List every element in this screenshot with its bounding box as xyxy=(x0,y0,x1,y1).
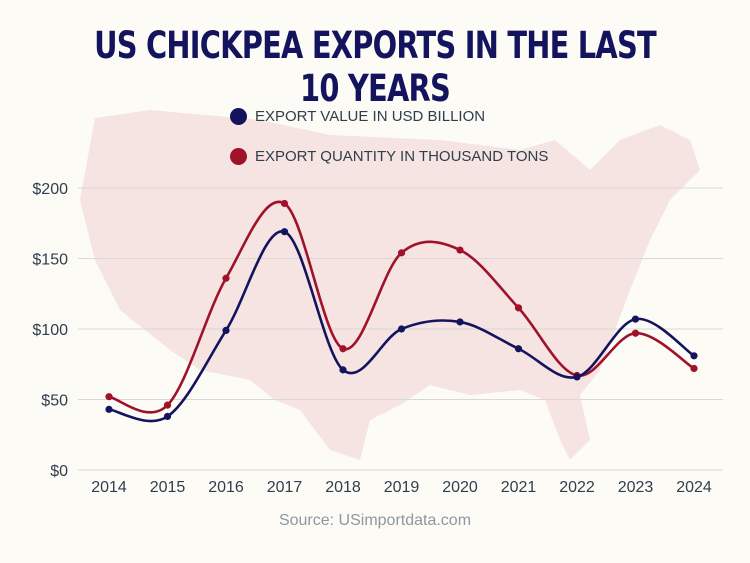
data-point xyxy=(105,393,113,401)
x-tick-label: 2018 xyxy=(325,479,361,496)
data-point xyxy=(222,274,230,282)
x-tick-label: 2021 xyxy=(501,479,537,496)
data-point xyxy=(690,352,698,360)
data-point xyxy=(397,325,406,333)
data-point xyxy=(514,345,523,353)
data-point xyxy=(163,412,172,421)
data-point xyxy=(397,249,406,257)
x-tick-label: 2017 xyxy=(267,479,303,496)
data-point xyxy=(280,199,289,208)
x-tick-label: 2015 xyxy=(150,479,186,496)
data-point xyxy=(690,364,698,373)
y-tick-label: $0 xyxy=(50,463,68,480)
data-point xyxy=(456,318,464,326)
data-point xyxy=(105,405,113,413)
data-point xyxy=(163,401,172,409)
legend-label-value: EXPORT VALUE IN USD BILLION xyxy=(255,108,486,125)
data-point xyxy=(222,326,230,335)
data-point xyxy=(339,366,347,374)
source-note: Source: USimportdata.com xyxy=(278,512,472,529)
x-tick-label: 2024 xyxy=(676,479,712,496)
y-tick-label: $100 xyxy=(32,322,68,339)
data-point xyxy=(280,228,289,236)
series-line-0 xyxy=(108,230,695,423)
data-point xyxy=(573,373,581,381)
data-point xyxy=(456,246,464,254)
x-tick-label: 2014 xyxy=(91,479,127,496)
x-tick-label: 2019 xyxy=(384,479,420,496)
x-tick-label: 2022 xyxy=(559,479,595,496)
data-point xyxy=(631,315,640,323)
data-point xyxy=(631,329,640,337)
legend-item-value: EXPORT VALUE IN USD BILLION xyxy=(230,108,485,125)
data-point xyxy=(514,304,523,312)
y-tick-label: $150 xyxy=(32,252,68,269)
data-point xyxy=(339,345,347,353)
chart-title: US CHICKPEA EXPORTS IN THE LAST 10 YEARS xyxy=(94,24,657,110)
us-map-background xyxy=(80,110,700,460)
x-tick-label: 2016 xyxy=(208,479,244,496)
x-tick-label: 2020 xyxy=(442,479,478,496)
y-tick-label: $50 xyxy=(41,393,68,410)
legend-dot-quantity xyxy=(230,148,247,165)
legend-dot-value xyxy=(230,108,247,125)
legend-label-quantity: EXPORT QUANTITY IN THOUSAND TONS xyxy=(255,148,549,165)
legend-item-quantity: EXPORT QUANTITY IN THOUSAND TONS xyxy=(230,148,548,165)
y-tick-label: $200 xyxy=(32,181,68,198)
x-tick-label: 2023 xyxy=(618,479,654,496)
